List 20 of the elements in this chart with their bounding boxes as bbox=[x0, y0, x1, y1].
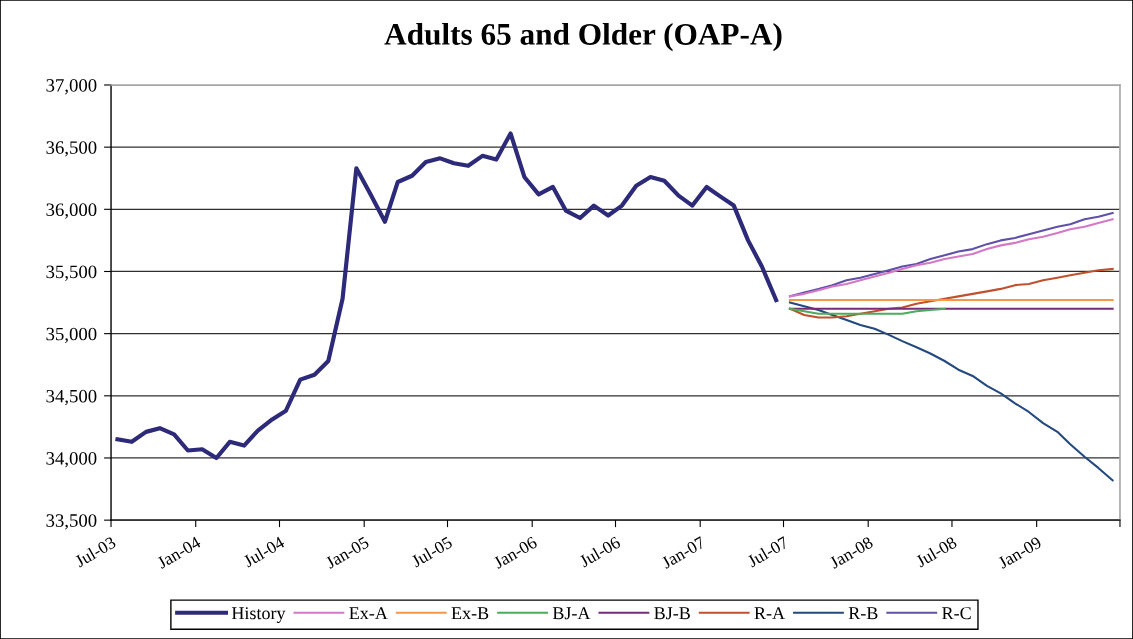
y-tick-label: 37,000 bbox=[46, 79, 97, 95]
line-series bbox=[115, 131, 779, 461]
y-tick-label: 36,500 bbox=[46, 141, 97, 157]
y-tick-label: 36,000 bbox=[46, 203, 97, 219]
y-tick-label: 34,000 bbox=[46, 452, 97, 468]
legend-label: R-B bbox=[848, 607, 878, 620]
legend-label: Ex-B bbox=[451, 607, 489, 620]
chart-title: Adults 65 and Older (OAP-A) bbox=[384, 22, 782, 52]
y-tick-label: 35,500 bbox=[46, 265, 97, 281]
y-tick-label: 33,500 bbox=[46, 514, 97, 530]
legend-label: R-C bbox=[942, 607, 971, 620]
legend-label: R-A bbox=[754, 607, 785, 620]
y-tick-label: 34,500 bbox=[46, 389, 97, 406]
legend-label: History bbox=[231, 607, 286, 623]
legend-label: BJ-B bbox=[654, 607, 690, 620]
legend-label: BJ-A bbox=[552, 607, 591, 620]
line-series bbox=[788, 301, 1114, 482]
legend-label: Ex-A bbox=[349, 607, 388, 620]
y-tick-label: 35,000 bbox=[46, 327, 97, 344]
line-series bbox=[788, 267, 1114, 319]
